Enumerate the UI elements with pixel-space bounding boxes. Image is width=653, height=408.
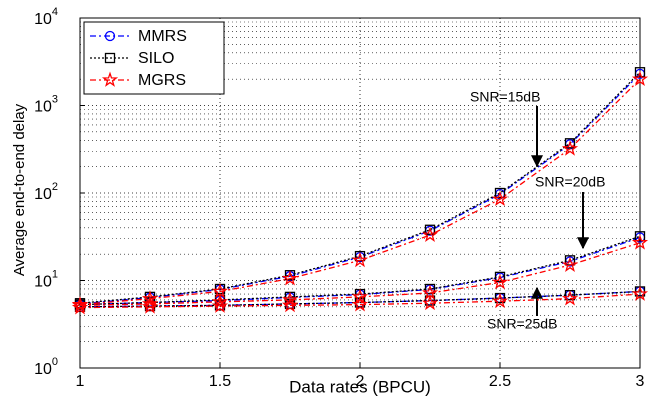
- marker: [494, 271, 506, 283]
- annotation: SNR=20dB: [535, 174, 605, 190]
- marker: [141, 298, 159, 314]
- marker: [561, 290, 579, 306]
- marker: [634, 67, 646, 78]
- annotation: SNR=25dB: [487, 316, 557, 332]
- marker: [631, 285, 649, 301]
- y-tick-exponent: 2: [52, 181, 58, 193]
- marker: [561, 140, 579, 156]
- annotation: SNR=15dB: [470, 89, 540, 105]
- marker: [494, 187, 506, 199]
- y-tick-exponent: 3: [52, 93, 58, 105]
- marker: [71, 296, 89, 313]
- x-tick-label: 1: [76, 373, 85, 390]
- marker: [491, 190, 509, 206]
- marker: [491, 273, 509, 290]
- y-tick-base: 10: [34, 274, 52, 291]
- marker: [281, 270, 299, 286]
- y-tick-base: 10: [34, 361, 52, 378]
- y-tick-base: 10: [34, 11, 52, 28]
- series-line: [79, 293, 641, 309]
- marker: [564, 138, 576, 149]
- y-tick-label: 103: [34, 93, 58, 115]
- marker: [561, 256, 579, 273]
- legend-label: SILO: [138, 50, 174, 67]
- series-line: [79, 71, 641, 304]
- marker: [634, 231, 646, 242]
- series-line: [79, 290, 641, 308]
- series-line: [79, 78, 641, 306]
- marker: [211, 293, 229, 309]
- y-tick-label: 104: [34, 6, 58, 28]
- y-axis-label: Average end-to-end delay: [11, 103, 28, 276]
- y-tick-label: 101: [34, 268, 58, 290]
- legend-marker: [101, 71, 119, 87]
- x-tick-label: 1.5: [209, 373, 231, 390]
- x-axis-label: Data rates (BPCU): [289, 377, 431, 396]
- legend-marker: [104, 30, 116, 42]
- marker: [281, 296, 299, 313]
- marker: [351, 296, 369, 312]
- marker: [491, 292, 509, 309]
- marker: [421, 226, 439, 243]
- marker: [421, 294, 439, 311]
- marker: [631, 234, 649, 250]
- y-tick-base: 10: [34, 186, 52, 203]
- x-tick-label: 3: [636, 373, 645, 390]
- y-tick-label: 102: [34, 181, 58, 203]
- marker: [71, 299, 89, 315]
- marker: [424, 224, 436, 235]
- x-tick-label: 2.5: [489, 373, 511, 390]
- marker: [631, 70, 649, 86]
- series-line: [79, 235, 641, 306]
- marker: [351, 251, 369, 268]
- y-tick-base: 10: [34, 99, 52, 116]
- legend-marker: [104, 52, 116, 64]
- y-tick-label: 100: [34, 356, 58, 378]
- legend-label: MGRS: [138, 72, 186, 89]
- marker: [211, 297, 229, 313]
- y-tick-exponent: 0: [52, 356, 58, 368]
- marker: [281, 291, 299, 307]
- x-tick-label: 2: [356, 373, 365, 390]
- legend-label: MMRS: [138, 28, 187, 45]
- y-tick-exponent: 4: [52, 6, 58, 18]
- y-tick-exponent: 1: [52, 268, 58, 280]
